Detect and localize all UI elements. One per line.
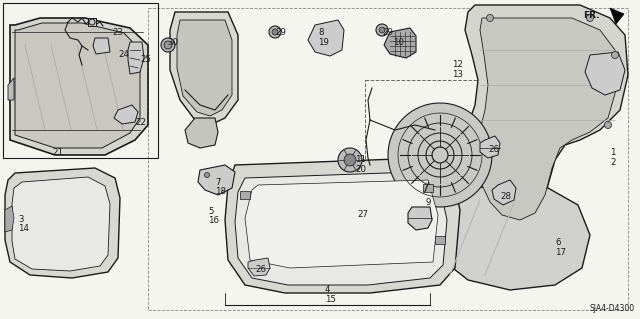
Text: 18: 18: [215, 187, 226, 196]
Polygon shape: [15, 23, 140, 148]
Polygon shape: [245, 180, 438, 268]
Polygon shape: [478, 18, 616, 220]
Circle shape: [205, 173, 209, 177]
Polygon shape: [5, 206, 14, 232]
Polygon shape: [114, 105, 138, 124]
Circle shape: [269, 26, 281, 38]
Polygon shape: [388, 103, 492, 207]
Polygon shape: [240, 191, 250, 199]
Text: 22: 22: [135, 118, 146, 127]
Text: 3: 3: [18, 215, 24, 224]
Text: 26: 26: [488, 145, 499, 154]
Text: 30: 30: [167, 38, 178, 47]
Text: 11: 11: [355, 155, 366, 164]
Text: 24: 24: [118, 50, 129, 59]
Circle shape: [338, 148, 362, 172]
Polygon shape: [93, 38, 110, 54]
Circle shape: [161, 38, 175, 52]
Circle shape: [376, 24, 388, 36]
Polygon shape: [492, 180, 516, 205]
Text: SJA4-D4300: SJA4-D4300: [590, 304, 635, 313]
Text: 19: 19: [318, 38, 329, 47]
Text: FR.: FR.: [584, 11, 600, 20]
Circle shape: [611, 51, 618, 58]
Text: 21: 21: [52, 148, 63, 157]
Text: 13: 13: [452, 70, 463, 79]
Polygon shape: [10, 18, 148, 155]
Text: 8: 8: [318, 28, 323, 37]
Circle shape: [379, 27, 385, 33]
Polygon shape: [8, 78, 14, 100]
Polygon shape: [235, 172, 447, 285]
Polygon shape: [384, 28, 416, 58]
Polygon shape: [435, 236, 445, 244]
Polygon shape: [428, 185, 590, 290]
Polygon shape: [408, 207, 432, 230]
Polygon shape: [185, 118, 218, 148]
Polygon shape: [225, 158, 460, 293]
Polygon shape: [585, 52, 625, 95]
Polygon shape: [465, 5, 628, 228]
Text: 12: 12: [452, 60, 463, 69]
Text: 28: 28: [500, 192, 511, 201]
Circle shape: [486, 14, 493, 21]
Polygon shape: [248, 258, 270, 276]
Polygon shape: [88, 18, 96, 26]
Text: 10: 10: [393, 38, 404, 47]
Text: 17: 17: [555, 248, 566, 257]
Polygon shape: [128, 42, 144, 74]
Polygon shape: [198, 165, 235, 195]
Text: 29: 29: [382, 28, 393, 37]
Circle shape: [164, 41, 172, 49]
Text: 9: 9: [425, 198, 430, 207]
Text: 4: 4: [325, 285, 330, 294]
Circle shape: [272, 29, 278, 35]
Text: 15: 15: [325, 295, 336, 304]
Text: 16: 16: [208, 216, 219, 225]
Circle shape: [586, 14, 593, 21]
Polygon shape: [5, 168, 120, 278]
Text: 20: 20: [355, 165, 366, 174]
Text: 7: 7: [215, 178, 221, 187]
Polygon shape: [308, 20, 344, 56]
Text: 1: 1: [610, 148, 616, 157]
Text: 27: 27: [357, 210, 368, 219]
Polygon shape: [177, 20, 232, 116]
Text: 23: 23: [112, 28, 123, 37]
Circle shape: [605, 122, 611, 129]
Text: 6: 6: [555, 238, 561, 247]
Text: 2: 2: [610, 158, 616, 167]
Text: 26: 26: [255, 265, 266, 274]
Text: 29: 29: [275, 28, 286, 37]
Text: 5: 5: [208, 207, 214, 216]
Polygon shape: [610, 8, 624, 24]
Text: 14: 14: [18, 224, 29, 233]
Polygon shape: [423, 184, 433, 192]
Polygon shape: [480, 136, 500, 158]
Polygon shape: [12, 177, 110, 271]
Text: 25: 25: [140, 55, 151, 64]
Circle shape: [344, 154, 356, 166]
Polygon shape: [170, 12, 238, 125]
